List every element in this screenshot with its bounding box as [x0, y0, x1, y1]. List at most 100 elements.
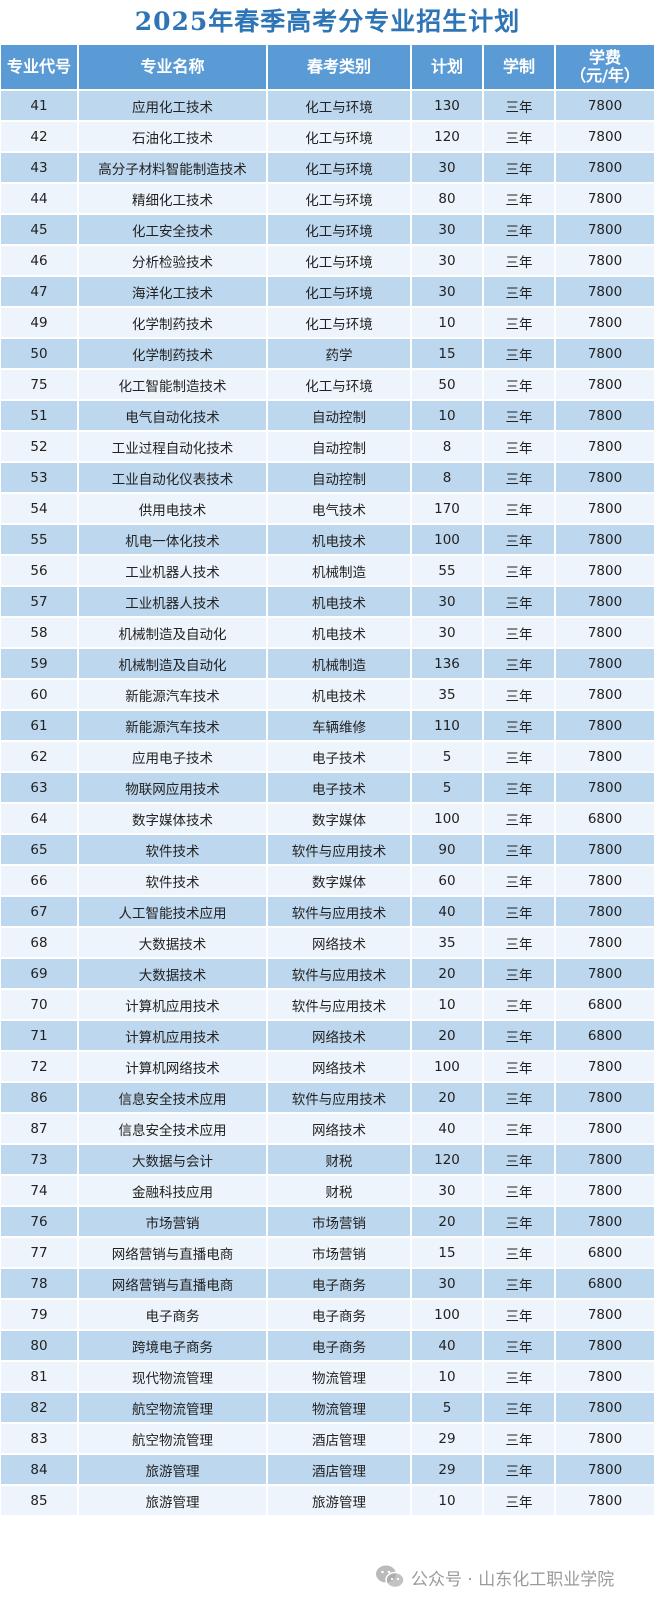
cell-name: 软件技术: [79, 866, 266, 895]
table-row: 69 大数据技术 软件与应用技术 20 三年 7800: [1, 959, 654, 988]
cell-name: 化工智能制造技术: [79, 370, 266, 399]
cell-category: 化工与环境: [268, 153, 410, 182]
cell-category: 化工与环境: [268, 370, 410, 399]
cell-category: 车辆维修: [268, 711, 410, 740]
cell-tuition: 7800: [556, 401, 654, 430]
cell-duration: 三年: [484, 401, 554, 430]
cell-duration: 三年: [484, 959, 554, 988]
cell-code: 87: [1, 1114, 77, 1143]
cell-duration: 三年: [484, 1393, 554, 1422]
table-row: 80 跨境电子商务 电子商务 40 三年 7800: [1, 1331, 654, 1360]
cell-tuition: 7800: [556, 1455, 654, 1484]
cell-code: 75: [1, 370, 77, 399]
watermark-text: 公众号 · 山东化工职业学院: [411, 1569, 615, 1590]
cell-duration: 三年: [484, 835, 554, 864]
cell-name: 机械制造及自动化: [79, 618, 266, 647]
cell-category: 化工与环境: [268, 184, 410, 213]
cell-duration: 三年: [484, 1424, 554, 1453]
cell-code: 79: [1, 1300, 77, 1329]
cell-category: 自动控制: [268, 463, 410, 492]
table-row: 66 软件技术 数字媒体 60 三年 7800: [1, 866, 654, 895]
table-row: 59 机械制造及自动化 机械制造 136 三年 7800: [1, 649, 654, 678]
table-row: 63 物联网应用技术 电子技术 5 三年 7800: [1, 773, 654, 802]
cell-duration: 三年: [484, 1021, 554, 1050]
cell-code: 62: [1, 742, 77, 771]
cell-code: 41: [1, 91, 77, 120]
cell-category: 软件与应用技术: [268, 1083, 410, 1112]
cell-name: 工业过程自动化技术: [79, 432, 266, 461]
cell-name: 航空物流管理: [79, 1424, 266, 1453]
header-tuition-unit: （元/年）: [570, 66, 640, 85]
table-row: 61 新能源汽车技术 车辆维修 110 三年 7800: [1, 711, 654, 740]
cell-name: 化工安全技术: [79, 215, 266, 244]
cell-plan: 10: [412, 308, 482, 337]
cell-tuition: 6800: [556, 804, 654, 833]
cell-plan: 29: [412, 1424, 482, 1453]
cell-plan: 30: [412, 587, 482, 616]
cell-code: 72: [1, 1052, 77, 1081]
table-row: 54 供用电技术 电气技术 170 三年 7800: [1, 494, 654, 523]
cell-plan: 10: [412, 1362, 482, 1391]
cell-name: 软件技术: [79, 835, 266, 864]
table-row: 49 化学制药技术 化工与环境 10 三年 7800: [1, 308, 654, 337]
cell-code: 60: [1, 680, 77, 709]
cell-name: 人工智能技术应用: [79, 897, 266, 926]
cell-plan: 170: [412, 494, 482, 523]
cell-name: 数字媒体技术: [79, 804, 266, 833]
cell-name: 精细化工技术: [79, 184, 266, 213]
cell-name: 化学制药技术: [79, 339, 266, 368]
table-row: 72 计算机网络技术 网络技术 100 三年 7800: [1, 1052, 654, 1081]
cell-category: 软件与应用技术: [268, 990, 410, 1019]
table-row: 87 信息安全技术应用 网络技术 40 三年 7800: [1, 1114, 654, 1143]
table-row: 81 现代物流管理 物流管理 10 三年 7800: [1, 1362, 654, 1391]
cell-tuition: 7800: [556, 1300, 654, 1329]
table-row: 53 工业自动化仪表技术 自动控制 8 三年 7800: [1, 463, 654, 492]
cell-name: 金融科技应用: [79, 1176, 266, 1205]
cell-tuition: 7800: [556, 370, 654, 399]
cell-code: 57: [1, 587, 77, 616]
cell-tuition: 7800: [556, 866, 654, 895]
table-row: 75 化工智能制造技术 化工与环境 50 三年 7800: [1, 370, 654, 399]
cell-code: 61: [1, 711, 77, 740]
cell-tuition: 7800: [556, 339, 654, 368]
cell-code: 68: [1, 928, 77, 957]
cell-plan: 50: [412, 370, 482, 399]
cell-code: 74: [1, 1176, 77, 1205]
cell-duration: 三年: [484, 1083, 554, 1112]
cell-category: 机械制造: [268, 556, 410, 585]
cell-duration: 三年: [484, 1331, 554, 1360]
cell-plan: 35: [412, 928, 482, 957]
cell-duration: 三年: [484, 897, 554, 926]
cell-tuition: 7800: [556, 184, 654, 213]
cell-duration: 三年: [484, 1455, 554, 1484]
cell-plan: 20: [412, 1083, 482, 1112]
cell-name: 分析检验技术: [79, 246, 266, 275]
cell-name: 新能源汽车技术: [79, 680, 266, 709]
cell-plan: 20: [412, 959, 482, 988]
cell-code: 47: [1, 277, 77, 306]
cell-name: 高分子材料智能制造技术: [79, 153, 266, 182]
table-header-row: 专业代号 专业名称 春考类别 计划 学制 学费 （元/年）: [1, 45, 654, 89]
table-row: 70 计算机应用技术 软件与应用技术 10 三年 6800: [1, 990, 654, 1019]
cell-tuition: 7800: [556, 742, 654, 771]
cell-duration: 三年: [484, 1052, 554, 1081]
cell-plan: 100: [412, 525, 482, 554]
cell-category: 财税: [268, 1145, 410, 1174]
cell-plan: 100: [412, 804, 482, 833]
cell-tuition: 7800: [556, 91, 654, 120]
cell-duration: 三年: [484, 742, 554, 771]
table-row: 60 新能源汽车技术 机电技术 35 三年 7800: [1, 680, 654, 709]
cell-category: 药学: [268, 339, 410, 368]
cell-plan: 30: [412, 215, 482, 244]
table-row: 74 金融科技应用 财税 30 三年 7800: [1, 1176, 654, 1205]
cell-duration: 三年: [484, 680, 554, 709]
cell-duration: 三年: [484, 463, 554, 492]
cell-code: 66: [1, 866, 77, 895]
cell-code: 77: [1, 1238, 77, 1267]
cell-plan: 15: [412, 339, 482, 368]
cell-name: 航空物流管理: [79, 1393, 266, 1422]
cell-code: 69: [1, 959, 77, 988]
cell-category: 软件与应用技术: [268, 959, 410, 988]
cell-plan: 8: [412, 432, 482, 461]
cell-name: 网络营销与直播电商: [79, 1238, 266, 1267]
